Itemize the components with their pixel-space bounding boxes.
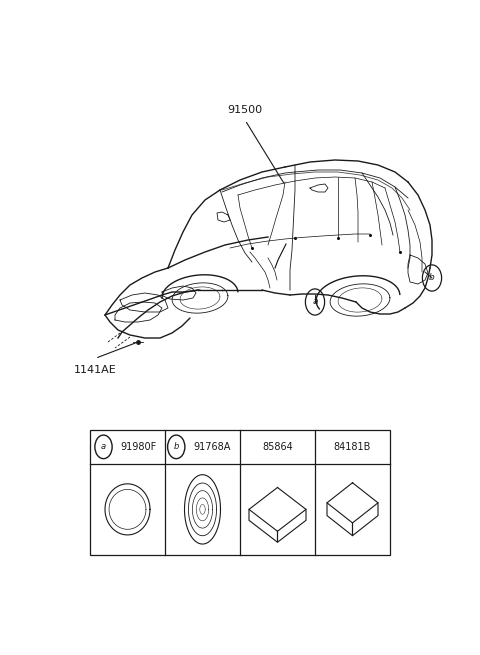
- Text: 85864: 85864: [262, 442, 293, 452]
- Text: 91980F: 91980F: [121, 442, 157, 452]
- Text: 91768A: 91768A: [193, 442, 231, 452]
- Text: a: a: [312, 297, 318, 307]
- Text: 1141AE: 1141AE: [73, 365, 116, 375]
- Text: a: a: [101, 442, 106, 451]
- Text: 84181B: 84181B: [334, 442, 371, 452]
- Text: b: b: [174, 442, 179, 451]
- Bar: [90, 430, 390, 555]
- Text: 91500: 91500: [228, 105, 263, 115]
- Text: b: b: [429, 274, 435, 282]
